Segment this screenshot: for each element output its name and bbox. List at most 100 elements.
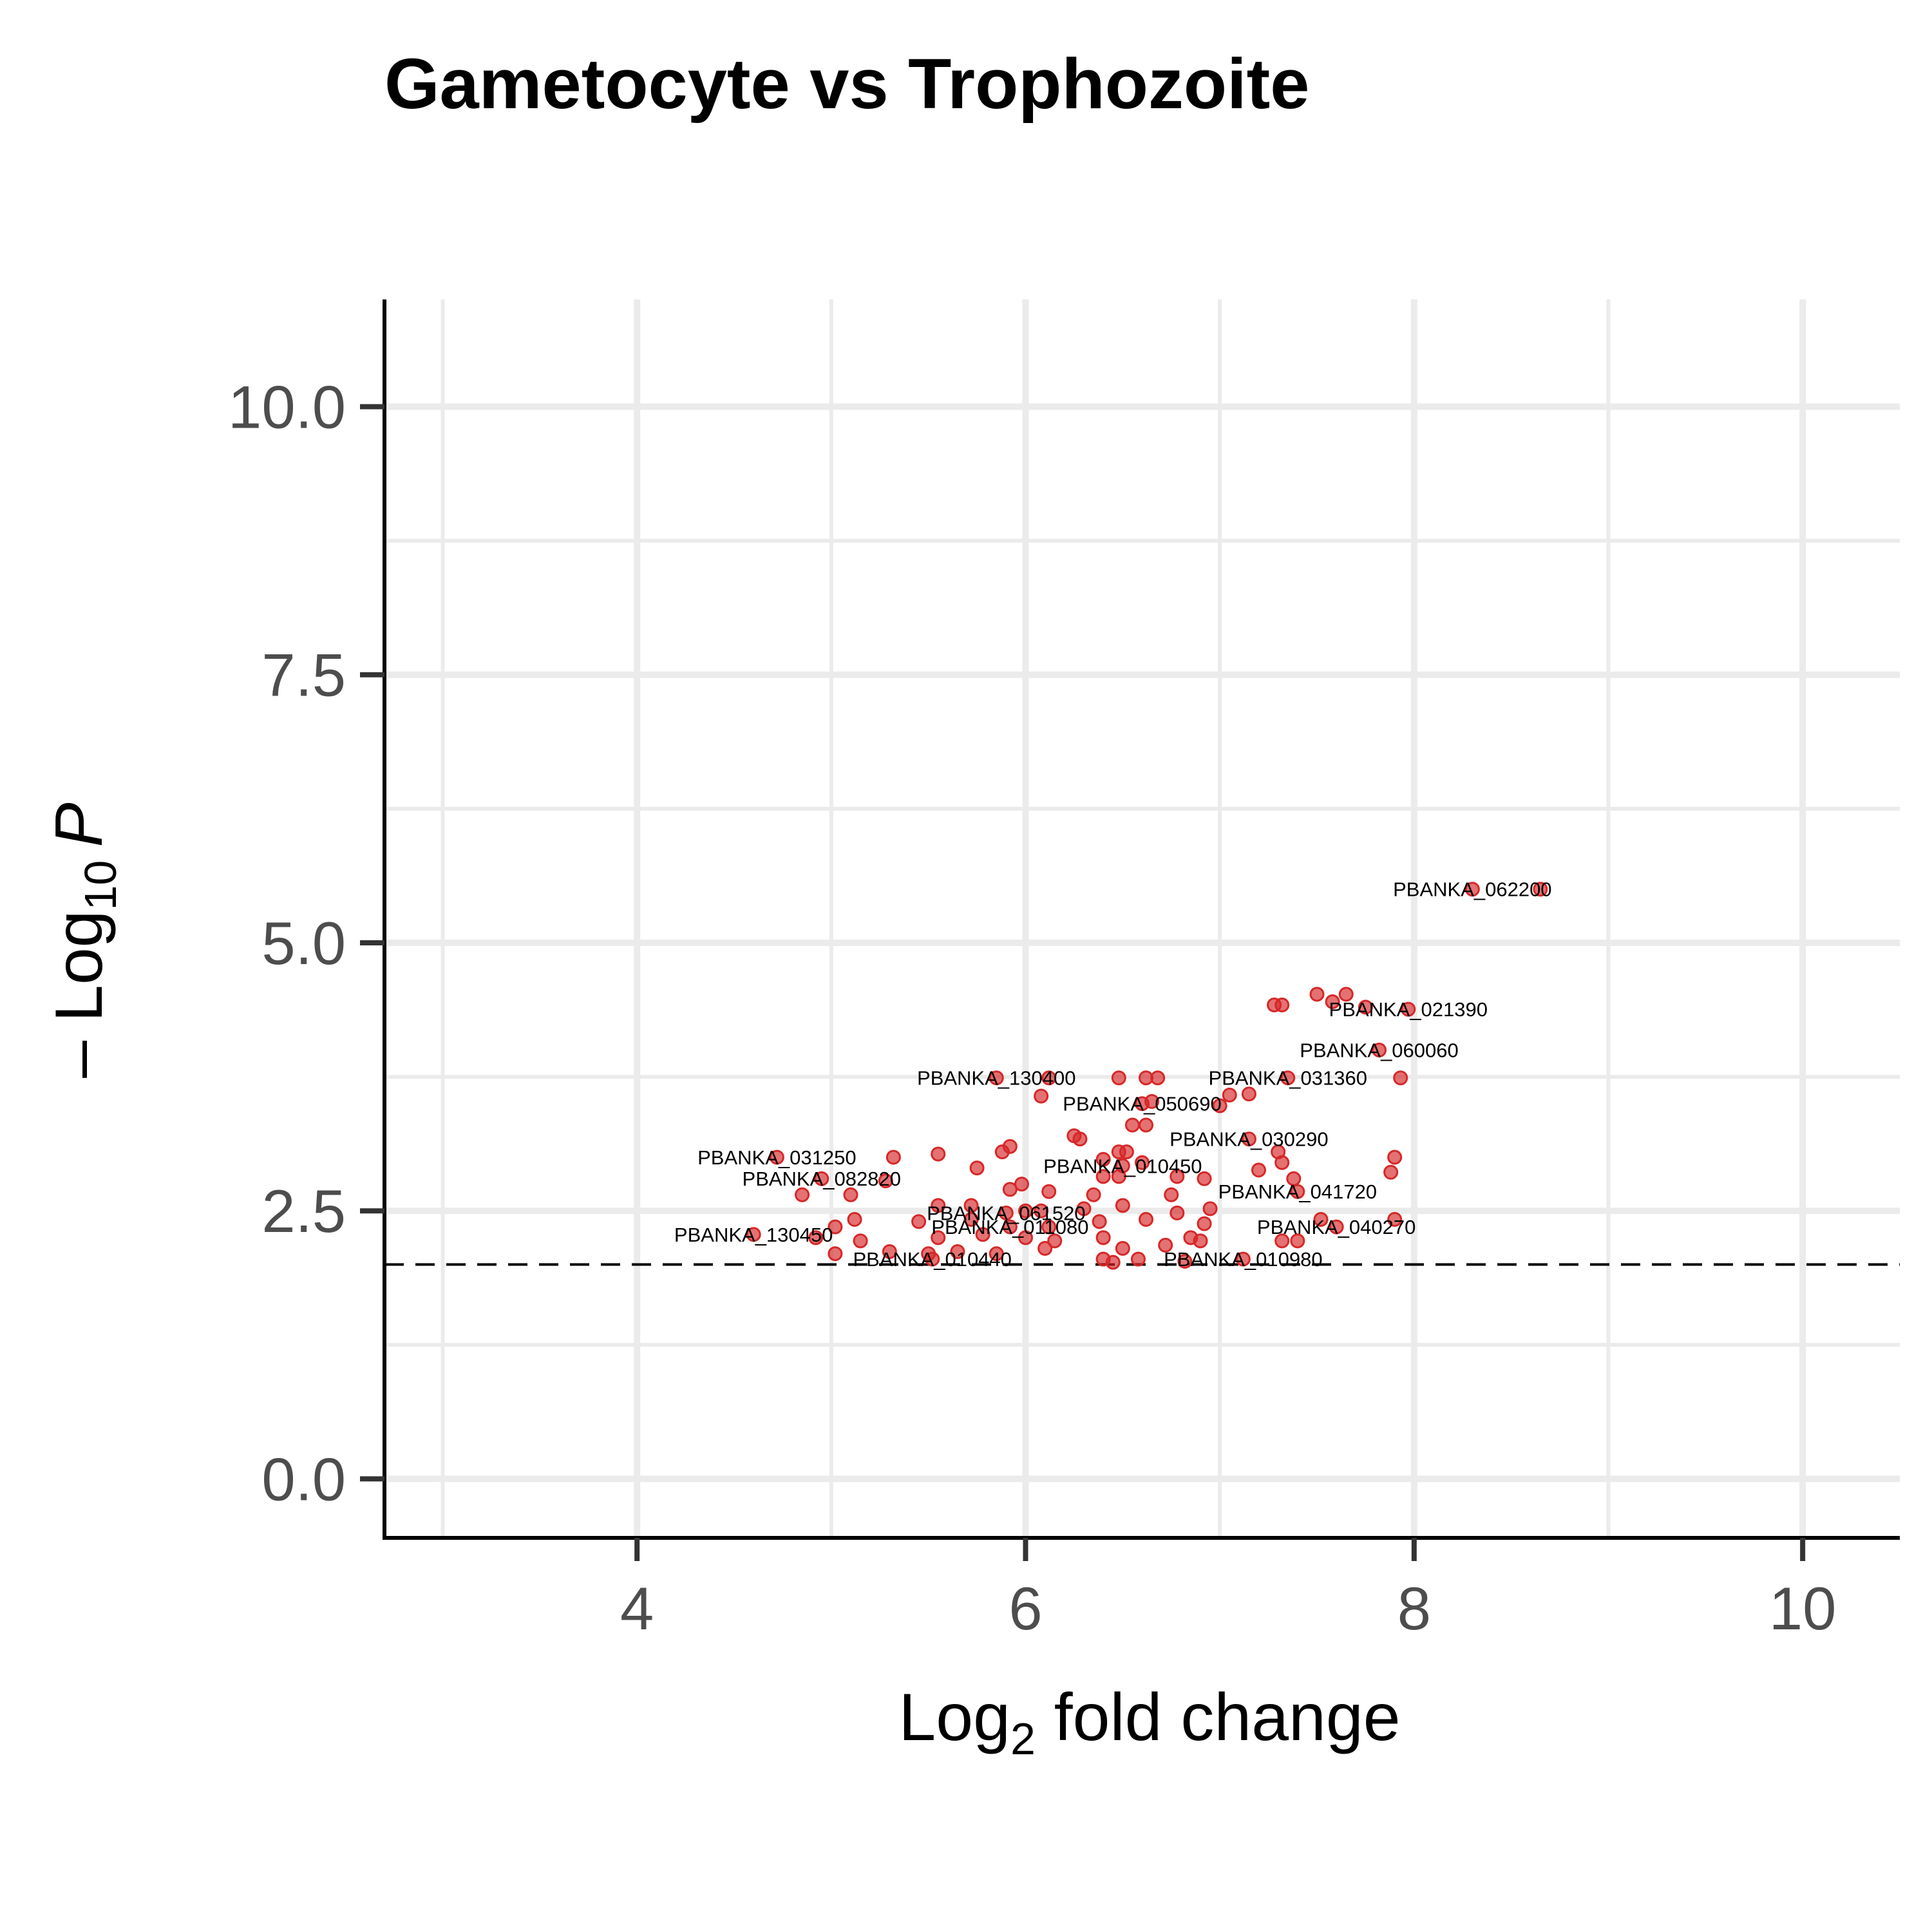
- y-tick-label: 2.5: [261, 1177, 346, 1245]
- data-point: [1338, 987, 1354, 1002]
- data-points: [746, 882, 1548, 1270]
- data-point: [989, 1070, 1004, 1086]
- data-point: [931, 1198, 946, 1213]
- data-point: [1158, 1237, 1173, 1253]
- data-point: [1135, 1155, 1150, 1170]
- data-point: [1383, 1164, 1399, 1180]
- y-axis-title: – Log10P: [42, 802, 126, 1078]
- x-tick-label: 10: [1769, 1575, 1837, 1642]
- y-tick-label: 10.0: [228, 373, 346, 440]
- data-point: [1290, 1184, 1305, 1199]
- gene-label: PBANKA_010440: [853, 1248, 1011, 1271]
- chart-title: Gametocyte vs Trophozoite: [384, 44, 1309, 124]
- data-point: [1076, 1201, 1092, 1217]
- data-point: [1111, 1169, 1126, 1184]
- data-point: [1041, 1219, 1057, 1235]
- data-point: [1164, 1187, 1179, 1202]
- y-tick-label: 7.5: [261, 641, 346, 709]
- data-point: [911, 1214, 927, 1229]
- data-point: [1119, 1144, 1134, 1160]
- data-point: [1002, 1219, 1018, 1235]
- grid-lines: [384, 299, 1900, 1538]
- data-point: [886, 1150, 901, 1165]
- gene-label: PBANKA_061520: [927, 1202, 1085, 1225]
- data-point: [963, 1212, 979, 1227]
- data-point: [1280, 1070, 1296, 1086]
- data-point: [1072, 1132, 1088, 1147]
- data-point: [1095, 1151, 1111, 1167]
- gene-label: PBANKA_050690: [1063, 1093, 1221, 1115]
- gene-labels: PBANKA_062200 PBANKA_021390 PBANKA_060060 P…: [674, 878, 1552, 1271]
- data-point: [1401, 1001, 1416, 1017]
- gene-label: PBANKA_010450: [1043, 1155, 1202, 1177]
- data-point: [847, 1212, 862, 1227]
- data-point: [828, 1219, 843, 1235]
- data-point: [1037, 1240, 1053, 1256]
- data-point: [1002, 1182, 1018, 1197]
- data-point: [1177, 1253, 1193, 1269]
- data-point: [1202, 1201, 1218, 1217]
- y-tick-label: 5.0: [261, 909, 346, 977]
- data-point: [1130, 1251, 1146, 1267]
- data-point: [1139, 1117, 1154, 1133]
- data-point: [1274, 998, 1290, 1013]
- data-point: [1393, 1070, 1408, 1086]
- data-point: [828, 1246, 843, 1262]
- data-point: [1533, 882, 1548, 897]
- data-point: [1372, 1042, 1387, 1057]
- data-point: [998, 1206, 1014, 1221]
- data-point: [1235, 1251, 1251, 1267]
- gene-label: PBANKA_031250: [697, 1146, 856, 1169]
- data-point: [882, 1244, 897, 1259]
- data-point: [931, 1230, 946, 1245]
- data-point: [1086, 1187, 1101, 1202]
- x-axis-title: Log2 fold change: [898, 1680, 1400, 1764]
- data-point: [1170, 1206, 1185, 1221]
- x-axis-ticks: 4 6 8 10: [620, 1538, 1836, 1642]
- data-point: [1170, 1169, 1185, 1184]
- x-tick-label: 4: [620, 1575, 654, 1642]
- data-point: [795, 1187, 810, 1202]
- data-point: [1290, 1233, 1305, 1249]
- data-point: [1105, 1255, 1121, 1270]
- data-point: [1313, 1212, 1329, 1227]
- data-point: [931, 1146, 946, 1162]
- data-point: [1193, 1233, 1208, 1249]
- gene-label: PBANKA_041720: [1218, 1180, 1377, 1203]
- data-point: [1095, 1169, 1111, 1184]
- data-point: [1325, 994, 1340, 1010]
- data-point: [1014, 1177, 1029, 1192]
- data-point: [1002, 1139, 1018, 1154]
- gene-label: PBANKA_060060: [1300, 1039, 1458, 1061]
- data-point: [746, 1227, 761, 1242]
- gene-label: PBANKA_130400: [917, 1067, 1075, 1090]
- data-point: [1241, 1086, 1256, 1102]
- y-tick-label: 0.0: [261, 1445, 346, 1513]
- gene-label: PBANKA_021390: [1329, 998, 1488, 1021]
- data-point: [1464, 882, 1480, 897]
- gene-label: PBANKA_130450: [674, 1224, 833, 1246]
- data-point: [963, 1198, 979, 1213]
- data-point: [1241, 1132, 1256, 1147]
- data-point: [843, 1187, 858, 1202]
- data-point: [1222, 1087, 1237, 1103]
- data-point: [1387, 1150, 1403, 1165]
- data-point: [1197, 1171, 1212, 1186]
- gene-label: PBANKA_040270: [1257, 1216, 1416, 1238]
- data-point: [989, 1246, 1004, 1262]
- gene-label: PBANKA_010980: [1164, 1248, 1322, 1271]
- data-point: [1251, 1162, 1266, 1178]
- gene-label: PBANKA_082820: [743, 1168, 901, 1190]
- data-point: [1144, 1094, 1160, 1109]
- data-point: [814, 1171, 829, 1186]
- data-point: [1139, 1212, 1154, 1227]
- data-point: [1212, 1098, 1227, 1113]
- data-point: [1387, 1212, 1403, 1227]
- data-point: [1150, 1070, 1166, 1086]
- gene-label: PBANKA_030290: [1170, 1128, 1328, 1151]
- data-point: [1115, 1240, 1130, 1256]
- gene-label: PBANKA_062200: [1393, 878, 1551, 901]
- data-point: [950, 1244, 965, 1259]
- data-point: [1092, 1214, 1107, 1229]
